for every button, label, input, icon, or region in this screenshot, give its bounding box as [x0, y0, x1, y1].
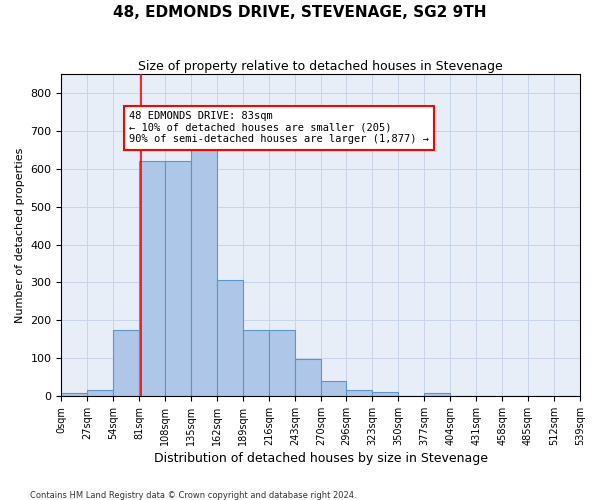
Bar [217, 280, 243, 396]
Bar [243, 330, 269, 396]
Bar [269, 330, 295, 396]
Text: 48, EDMONDS DRIVE, STEVENAGE, SG2 9TH: 48, EDMONDS DRIVE, STEVENAGE, SG2 9TH [113, 5, 487, 20]
Bar [191, 150, 217, 396]
Bar [295, 359, 321, 396]
X-axis label: Distribution of detached houses by size in Stevenage: Distribution of detached houses by size … [154, 452, 488, 465]
Text: 48 EDMONDS DRIVE: 83sqm
← 10% of detached houses are smaller (205)
90% of semi-d: 48 EDMONDS DRIVE: 83sqm ← 10% of detache… [129, 111, 429, 144]
Bar [321, 381, 346, 396]
Bar [113, 330, 139, 396]
Bar [424, 393, 450, 396]
Title: Size of property relative to detached houses in Stevenage: Size of property relative to detached ho… [139, 60, 503, 73]
Y-axis label: Number of detached properties: Number of detached properties [15, 148, 25, 323]
Bar [346, 390, 372, 396]
Text: Contains HM Land Registry data © Crown copyright and database right 2024.: Contains HM Land Registry data © Crown c… [30, 490, 356, 500]
Bar [139, 161, 166, 396]
Bar [372, 392, 398, 396]
Bar [88, 390, 113, 396]
Bar [61, 393, 88, 396]
Bar [166, 161, 191, 396]
